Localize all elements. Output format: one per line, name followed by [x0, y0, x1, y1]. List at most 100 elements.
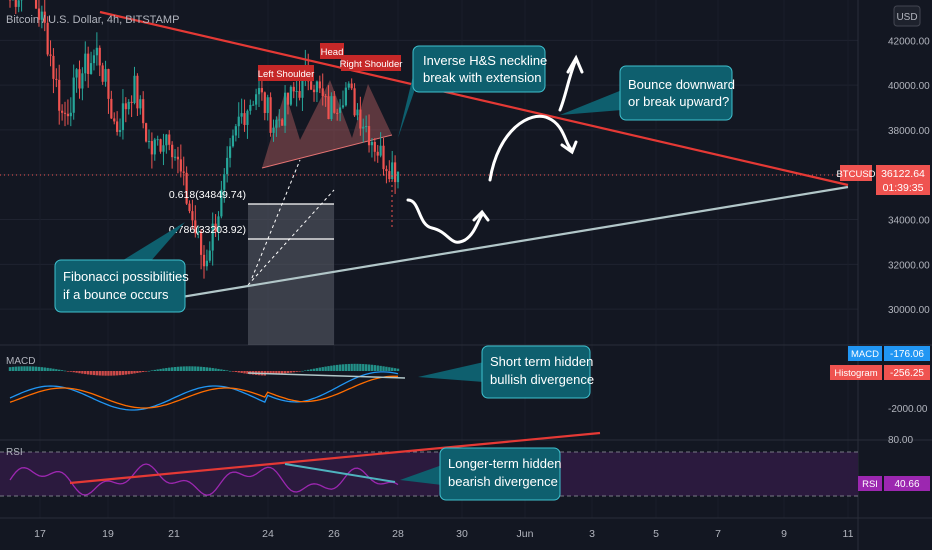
- candle-body: [246, 110, 249, 125]
- macd-histogram-bar: [243, 371, 246, 374]
- histogram-value-tag: [884, 365, 930, 380]
- right-shoulder-tag[interactable]: [341, 55, 401, 71]
- candle-body: [295, 91, 298, 93]
- macd-tag-label: MACD: [851, 349, 879, 360]
- candle-body: [58, 79, 61, 111]
- histogram-tag: [830, 365, 882, 380]
- macd-tag: [848, 346, 882, 361]
- macd-histogram-bar: [147, 370, 151, 372]
- macd-histogram-bar: [95, 371, 99, 376]
- bounce-callout-line2: or break upward?: [628, 94, 729, 109]
- candle-body: [220, 189, 223, 217]
- candle-body: [286, 92, 290, 105]
- macd-value: -176.06: [890, 349, 924, 360]
- macd-divergence-line[interactable]: [247, 372, 406, 379]
- fib-label-0618: 0.618(34849.74): [169, 189, 246, 201]
- projection-arrowhead-2: [560, 140, 578, 155]
- macd-histogram-bar: [220, 369, 223, 371]
- macd-histogram-bar: [153, 369, 156, 371]
- candle-body: [130, 101, 133, 103]
- macd-line[interactable]: [9, 371, 399, 411]
- time-tick-label: 7: [715, 528, 721, 540]
- currency-button[interactable]: [893, 5, 921, 27]
- fib-callout[interactable]: [54, 259, 186, 313]
- candle-body: [283, 92, 287, 126]
- macd-histogram-bar: [283, 371, 287, 374]
- macd-histogram-bar: [92, 371, 96, 376]
- rsi-callout[interactable]: [439, 447, 561, 501]
- bounce-callout-line1: Bounce downward: [628, 77, 735, 92]
- macd-histogram-bar: [307, 369, 310, 371]
- rsi-divergence-line[interactable]: [284, 463, 396, 483]
- macd-histogram-bar: [130, 371, 133, 374]
- candle-body: [298, 91, 301, 98]
- macd-histogram-bar: [60, 370, 64, 371]
- candle-body: [356, 109, 359, 116]
- macd-histogram-bar: [150, 370, 154, 372]
- candle-body: [34, 0, 38, 9]
- macd-histogram-bar: [211, 368, 214, 371]
- candle-body: [147, 141, 151, 143]
- macd-histogram-bar: [367, 364, 371, 371]
- macd-histogram-bar: [23, 366, 26, 371]
- candles: [8, 0, 400, 279]
- candle-body: [257, 88, 261, 95]
- macd-histogram-bar: [315, 368, 319, 371]
- candle-body: [61, 110, 64, 113]
- left-shoulder-tag[interactable]: [258, 65, 314, 81]
- macd-histogram-bar: [72, 371, 75, 373]
- macd-histogram-bar: [29, 366, 32, 371]
- macd-histogram-bar: [356, 363, 359, 371]
- rsi-callout-line2: bearish divergence: [448, 474, 558, 489]
- candle-body: [382, 145, 385, 170]
- time-axis[interactable]: 17 19 21 24 26 28 30 Jun 3 5 7 9 11: [34, 528, 853, 540]
- macd-histogram-bar: [388, 367, 391, 371]
- macd-histogram-bar: [318, 367, 322, 371]
- candle-body: [240, 113, 243, 117]
- candle-body: [223, 174, 226, 190]
- bounce-callout[interactable]: [619, 65, 733, 121]
- head-tag[interactable]: [320, 43, 344, 59]
- ascending-support-line[interactable]: [114, 185, 849, 310]
- candle-body: [87, 53, 90, 74]
- macd-histogram-bar: [58, 369, 61, 371]
- macd-histogram-bar: [202, 367, 206, 371]
- macd-histogram-bar: [43, 367, 46, 371]
- hs-pattern-shape[interactable]: [262, 80, 392, 168]
- macd-callout[interactable]: [481, 345, 591, 399]
- fib-label-0786: 0.786(33203.92): [169, 224, 246, 236]
- macd-histogram-bar: [11, 366, 15, 371]
- candle-body: [89, 63, 93, 74]
- candle-body: [98, 47, 101, 66]
- macd-histogram-bar: [69, 371, 73, 372]
- rsi-callout-line1: Longer-term hidden: [448, 456, 561, 471]
- macd-histogram-bar: [359, 363, 362, 371]
- hs-callout[interactable]: [412, 45, 546, 93]
- macd-signal-line[interactable]: [9, 375, 398, 409]
- macd-histogram-bar: [14, 366, 17, 371]
- rsi-tag: [858, 476, 882, 491]
- price-tick-label: 30000.00: [888, 305, 930, 316]
- rsi-trend-line[interactable]: [69, 431, 601, 485]
- candle-body: [391, 162, 394, 180]
- macd-histogram-bar: [81, 371, 84, 374]
- macd-histogram-bar: [89, 371, 93, 375]
- candle-body: [194, 220, 197, 234]
- rsi-line[interactable]: [9, 463, 399, 496]
- descending-resistance-line[interactable]: [99, 10, 849, 187]
- last-price-value: 36122.64: [881, 168, 925, 180]
- projection-arrowhead-3: [566, 54, 584, 74]
- macd-histogram-bar: [8, 367, 12, 371]
- macd-histogram-bar: [391, 367, 394, 371]
- macd-histogram-bar: [208, 367, 211, 371]
- macd-histogram-bar: [289, 371, 293, 373]
- rsi-axis-tick: 80.00: [888, 435, 913, 446]
- macd-histogram-bar: [393, 368, 397, 371]
- candle-body: [370, 141, 374, 146]
- rsi-value: 40.66: [894, 479, 919, 490]
- fib-callout-line2: if a bounce occurs: [63, 287, 169, 302]
- hs-base-line: [261, 134, 393, 169]
- candle-body: [324, 96, 327, 98]
